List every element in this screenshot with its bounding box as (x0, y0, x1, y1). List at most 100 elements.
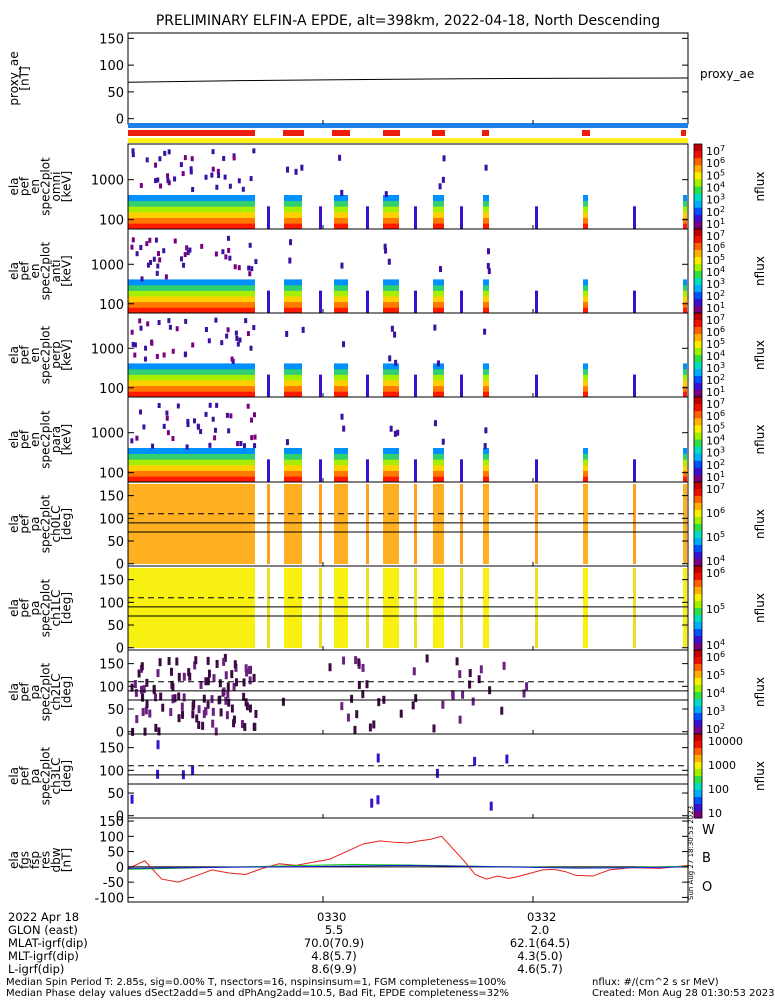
series-W-line (127, 835, 689, 883)
energy-speck (207, 338, 211, 344)
energy-speck (149, 260, 153, 266)
energy-band (284, 285, 302, 291)
pa-speck (242, 692, 246, 701)
energy-speck (483, 443, 487, 450)
energy-speck (211, 416, 215, 422)
energy-speck (249, 176, 253, 182)
energy-band (284, 290, 302, 297)
pa-block (683, 484, 687, 564)
pa-speck (354, 656, 358, 665)
ylabel-line: [nT] (18, 66, 32, 90)
colorbar-tick-label: 106 (706, 650, 725, 664)
energy-band (383, 301, 399, 308)
footer-created: Created: Mon Aug 28 01:30:53 2023 (592, 988, 775, 999)
panel-5-pitch-angle (128, 484, 688, 564)
colorbar-swatch (694, 629, 702, 637)
colorbar-swatch (694, 292, 702, 300)
colorbar-swatch (694, 221, 702, 230)
pa-speck (182, 672, 186, 681)
ylabel-line: pa (28, 769, 42, 784)
ephem-label-glon: GLON (east) (8, 923, 78, 937)
energy-speck (186, 418, 190, 424)
energy-band (683, 200, 687, 207)
pa-speck (156, 669, 160, 678)
energy-speck (241, 186, 245, 192)
panel-6-ytick-label: 150 (99, 574, 124, 589)
energy-speck (248, 271, 252, 277)
colorbar-tick-label: 107 (706, 482, 725, 496)
colorbar-tick-label: 106 (706, 566, 725, 580)
energy-band (383, 448, 399, 454)
pa-speck (211, 707, 215, 716)
energy-band (433, 453, 444, 460)
energy-band (483, 465, 489, 471)
pa-speck (158, 658, 162, 667)
energy-speck (167, 318, 171, 324)
energy-speck (183, 352, 187, 358)
pa-block (383, 484, 399, 564)
energy-band (128, 217, 255, 224)
pa-speck (191, 702, 195, 711)
energy-band (128, 448, 255, 454)
energy-band (433, 279, 444, 286)
energy-speck (223, 174, 227, 180)
ephem-label-mlt: MLT-igrf(dip) (8, 949, 79, 963)
energy-speck (486, 248, 490, 255)
colorbar-swatch (694, 397, 702, 405)
ylabel-line: perp (49, 341, 63, 369)
pa-block-thin (414, 484, 417, 564)
pa-speck (230, 704, 234, 713)
pa-speck (414, 694, 418, 703)
ylabel-line: pef (18, 176, 32, 196)
energy-speck (214, 317, 218, 323)
colorbar-swatch (694, 748, 702, 756)
colorbar-swatch (694, 685, 702, 693)
energy-band (383, 296, 399, 303)
energy-speck (204, 411, 208, 417)
panel-5-ytick-label: 100 (99, 512, 124, 527)
colorbar-swatch (694, 250, 702, 258)
pa-speck (143, 727, 147, 736)
energy-speck (162, 248, 166, 254)
energy-speck (189, 166, 193, 172)
status-bar-yellow (128, 138, 688, 143)
colorbar-swatch (694, 636, 702, 644)
ylabel-line: ch0LC (49, 506, 63, 543)
energy-speck (253, 434, 257, 440)
energy-band (433, 369, 444, 375)
energy-speck (191, 186, 195, 192)
energy-band (383, 195, 399, 201)
colorbar-swatch (694, 664, 702, 672)
energy-speck (384, 247, 388, 254)
colorbar-swatch (694, 538, 702, 546)
energy-band (683, 385, 687, 392)
time-tick-0330: 0330 (317, 910, 347, 924)
energy-band (433, 374, 444, 381)
energy-speck (389, 425, 393, 432)
colorbar-swatch (694, 369, 702, 377)
panel-7-ytick-label: 150 (99, 658, 124, 673)
energy-speck (165, 410, 169, 416)
colorbar-zlabel: nflux (753, 425, 767, 455)
energy-speck (142, 424, 146, 430)
energy-speck (162, 423, 166, 429)
energy-speck (254, 259, 258, 265)
energy-speck (183, 252, 187, 258)
energy-band (583, 301, 588, 308)
energy-speck (215, 402, 219, 408)
energy-speck (229, 413, 233, 419)
pa-speck (254, 709, 258, 718)
energy-band (683, 212, 687, 218)
ylabel-line: pa (28, 685, 42, 700)
colorbar-swatch (694, 615, 702, 623)
energy-band (433, 206, 444, 213)
pa-speck (206, 677, 210, 686)
pa-speck (357, 658, 361, 667)
pa-speck (346, 713, 350, 722)
pa-block-thin (267, 484, 270, 564)
energy-band (583, 217, 588, 224)
ephemeris-date: 2022 Apr 18 (8, 910, 80, 924)
energy-speck (383, 243, 387, 250)
energy-band (583, 476, 588, 483)
